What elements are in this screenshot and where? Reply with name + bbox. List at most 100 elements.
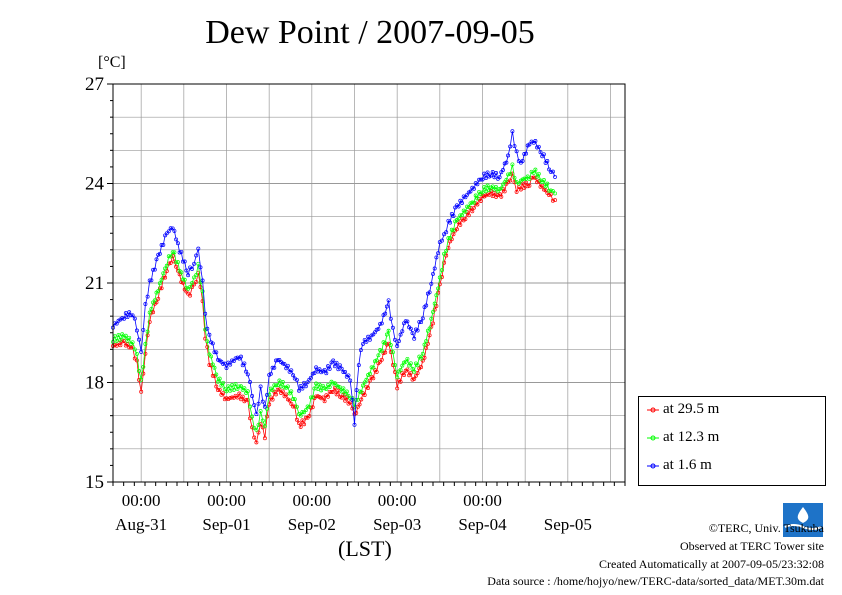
series-2-point (424, 303, 429, 308)
legend-marker-green-icon (647, 435, 659, 440)
series-1-point (410, 367, 415, 371)
series-2-point (214, 350, 219, 355)
series-2-point (384, 304, 389, 309)
series-2-point (122, 316, 127, 321)
series-2-point (415, 328, 420, 333)
series-1-point (359, 390, 364, 395)
series-0-point (458, 222, 463, 227)
series-2-point (205, 326, 210, 331)
series-2-point (233, 356, 238, 361)
series-2-point (378, 321, 383, 326)
series-line-0 (112, 172, 556, 444)
series-2-point (177, 250, 182, 255)
x-time-label: 00:00 (122, 491, 161, 510)
series-1-point (282, 385, 287, 390)
series-1-point (260, 418, 265, 423)
series-0-point (292, 404, 297, 409)
series-2-point (366, 334, 371, 339)
series-0-point (398, 379, 403, 384)
series-2-point (489, 173, 493, 178)
series-1-point (120, 332, 125, 337)
series-2-point (412, 336, 417, 341)
series-0-point (478, 199, 483, 203)
series-0-point (451, 232, 456, 237)
legend-marker-red-icon (647, 407, 659, 412)
series-0-point (164, 269, 169, 274)
series-2-point (492, 175, 497, 180)
series-0-point (298, 424, 303, 429)
series-2-point (483, 176, 488, 181)
series-1-point (280, 380, 285, 384)
series-2-point (179, 249, 184, 254)
series-1-point (179, 270, 184, 275)
series-2-point (364, 339, 369, 344)
series-1-point (405, 356, 410, 361)
series-2-point (297, 388, 301, 393)
series-1-point (292, 397, 297, 402)
series-0-point (216, 388, 220, 393)
series-0-point (132, 356, 137, 361)
series-1-point (270, 388, 275, 393)
series-1-point (262, 424, 267, 429)
series-2-point (508, 144, 513, 149)
series-2-point (405, 319, 410, 324)
series-1-point (163, 266, 168, 271)
series-0-point (424, 345, 429, 350)
series-1-point (123, 333, 128, 338)
series-0-point (437, 282, 442, 287)
series-2-point (120, 316, 125, 321)
series-1-point (254, 427, 259, 432)
series-1-point (364, 377, 369, 382)
series-2-point (196, 246, 201, 251)
series-1-point (274, 383, 278, 388)
series-1-point (248, 404, 252, 409)
series-0-point (228, 396, 233, 400)
series-2-point (494, 171, 499, 175)
series-2-point (175, 241, 180, 246)
series-0-point (320, 395, 325, 400)
series-1-point (175, 260, 180, 265)
series-1-point (412, 369, 417, 374)
series-2-point (159, 243, 164, 247)
series-1-point (294, 404, 299, 409)
series-1-point (527, 176, 532, 181)
legend-label: at 12.3 m (663, 429, 720, 445)
series-2-point (482, 171, 487, 176)
series-1-point (231, 387, 236, 392)
legend-marker-blue-icon (647, 463, 659, 468)
series-2-point (157, 251, 162, 256)
series-1-point (170, 250, 175, 255)
series-1-point (279, 384, 284, 389)
series-layer (111, 129, 557, 445)
series-1-point (210, 362, 215, 367)
series-2-point (442, 232, 447, 237)
x-day-label: Sep-02 (288, 515, 336, 534)
series-1-point (386, 328, 391, 333)
series-0-point (485, 192, 490, 197)
series-2-point (356, 363, 361, 368)
series-1-point (327, 385, 332, 389)
series-0-point (402, 373, 406, 378)
series-0-point (336, 388, 341, 393)
series-1-point (499, 186, 504, 191)
credit-copyright: ©TERC, Univ. Tsukuba (708, 521, 824, 535)
series-1-point (256, 422, 261, 427)
series-1-point (446, 236, 451, 241)
series-1-point (214, 372, 219, 377)
series-1-point (152, 298, 157, 303)
series-1-point (485, 183, 490, 188)
series-1-point (374, 358, 379, 363)
series-2-point (164, 231, 169, 236)
series-1-point (395, 375, 400, 380)
series-1-point (432, 301, 437, 306)
series-1-point (341, 386, 346, 391)
series-1-point (216, 379, 220, 384)
series-1-point (310, 395, 315, 400)
series-2-point (270, 365, 275, 370)
series-2-point (125, 315, 130, 320)
series-1-point (522, 176, 527, 181)
series-0-point (390, 363, 395, 367)
series-2-point (182, 259, 187, 264)
series-2-point (289, 368, 294, 373)
